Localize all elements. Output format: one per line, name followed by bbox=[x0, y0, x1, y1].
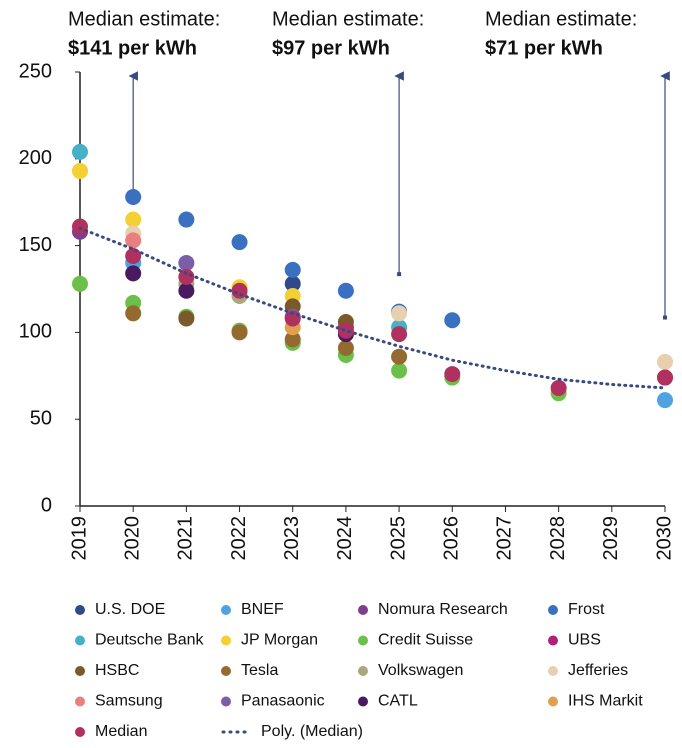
legend-swatch bbox=[358, 666, 368, 676]
legend-swatch bbox=[75, 635, 85, 646]
legend-label: Frost bbox=[568, 601, 605, 618]
x-tick-label: 2029 bbox=[600, 516, 622, 561]
point bbox=[125, 305, 142, 322]
legend-swatch bbox=[221, 666, 231, 676]
point bbox=[178, 310, 195, 327]
annotation-line: Median estimate: bbox=[68, 8, 220, 30]
point bbox=[391, 305, 408, 322]
point bbox=[178, 211, 195, 228]
x-tick-label: 2023 bbox=[281, 516, 303, 561]
y-tick-label: 150 bbox=[19, 234, 52, 256]
point bbox=[284, 331, 301, 348]
point bbox=[72, 218, 88, 235]
point bbox=[444, 366, 461, 383]
x-tick-label: 2024 bbox=[334, 516, 356, 561]
legend-swatch bbox=[548, 635, 558, 646]
point bbox=[178, 268, 195, 285]
x-tick-label: 2027 bbox=[494, 516, 516, 561]
legend-label: Volkswagen bbox=[378, 662, 463, 679]
legend-label: BNEF bbox=[241, 601, 284, 618]
legend-label: CATL bbox=[378, 693, 418, 710]
legend-label: HSBC bbox=[95, 662, 139, 679]
point bbox=[72, 275, 88, 292]
point bbox=[550, 379, 567, 396]
point bbox=[125, 188, 142, 205]
legend-label: Nomura Research bbox=[378, 601, 508, 618]
legend-swatch bbox=[221, 635, 231, 646]
legend-label: Jefferies bbox=[568, 662, 628, 679]
legend-swatch bbox=[75, 666, 85, 676]
legend-label: JP Morgan bbox=[241, 632, 318, 649]
y-tick-label: 200 bbox=[19, 147, 52, 169]
point bbox=[231, 282, 248, 299]
arrow-base bbox=[663, 315, 667, 320]
point bbox=[284, 275, 301, 292]
point bbox=[337, 340, 354, 357]
arrow-base bbox=[397, 272, 402, 277]
point bbox=[72, 143, 88, 160]
point bbox=[231, 324, 248, 341]
point bbox=[657, 369, 673, 386]
point bbox=[125, 265, 142, 282]
point bbox=[125, 248, 142, 265]
x-tick-label: 2021 bbox=[175, 516, 197, 561]
point bbox=[391, 348, 408, 365]
annotation-value: $141 per kWh bbox=[68, 37, 197, 59]
legend-swatch bbox=[548, 605, 558, 615]
legend-label: Panasaonic bbox=[241, 693, 325, 710]
point bbox=[231, 234, 248, 251]
legend-label: Samsung bbox=[95, 693, 163, 710]
legend-label: Tesla bbox=[241, 662, 278, 679]
point bbox=[337, 322, 354, 339]
legend-swatch bbox=[358, 635, 368, 646]
annotation-value: $97 per kWh bbox=[272, 37, 390, 59]
x-tick-label: 2025 bbox=[387, 516, 409, 561]
x-tick-label: 2020 bbox=[121, 516, 143, 561]
legend-label: Credit Suisse bbox=[378, 632, 473, 649]
point bbox=[178, 282, 195, 299]
point bbox=[444, 312, 461, 329]
point bbox=[178, 254, 195, 271]
x-tick-label: 2028 bbox=[547, 516, 569, 561]
point bbox=[391, 326, 408, 343]
point bbox=[125, 232, 142, 249]
legend-label: Deutsche Bank bbox=[95, 632, 205, 649]
point bbox=[125, 211, 142, 228]
point bbox=[72, 162, 88, 179]
point bbox=[657, 353, 673, 370]
annotation-line: Median estimate: bbox=[272, 8, 424, 30]
legend-swatch bbox=[548, 666, 558, 676]
x-tick-label: 2022 bbox=[228, 516, 250, 561]
x-tick-label: 2019 bbox=[68, 516, 90, 561]
y-tick-label: 0 bbox=[41, 494, 52, 516]
annotation-line: Median estimate: bbox=[485, 8, 637, 30]
legend-swatch bbox=[75, 605, 85, 615]
y-tick-label: 50 bbox=[30, 407, 52, 429]
x-tick-label: 2030 bbox=[653, 516, 675, 561]
y-tick-label: 100 bbox=[19, 321, 52, 343]
annotation-value: $71 per kWh bbox=[485, 37, 603, 59]
x-tick-label: 2026 bbox=[441, 516, 463, 561]
legend-swatch bbox=[221, 605, 231, 615]
legend-swatch bbox=[548, 696, 558, 707]
point bbox=[284, 261, 301, 278]
legend-swatch bbox=[221, 696, 231, 707]
legend-swatch bbox=[75, 696, 85, 707]
legend-swatch bbox=[358, 696, 368, 707]
trend-line bbox=[78, 226, 667, 390]
legend-swatch bbox=[358, 605, 368, 615]
legend-label: Median bbox=[95, 723, 147, 740]
point bbox=[391, 362, 408, 379]
point bbox=[337, 282, 354, 299]
legend-swatch bbox=[75, 727, 85, 737]
legend-label: IHS Markit bbox=[568, 693, 643, 710]
legend-label: U.S. DOE bbox=[95, 601, 165, 618]
y-tick-label: 250 bbox=[19, 60, 52, 82]
legend-label: UBS bbox=[568, 632, 601, 649]
legend-label: Poly. (Median) bbox=[261, 723, 363, 740]
point bbox=[657, 392, 673, 409]
